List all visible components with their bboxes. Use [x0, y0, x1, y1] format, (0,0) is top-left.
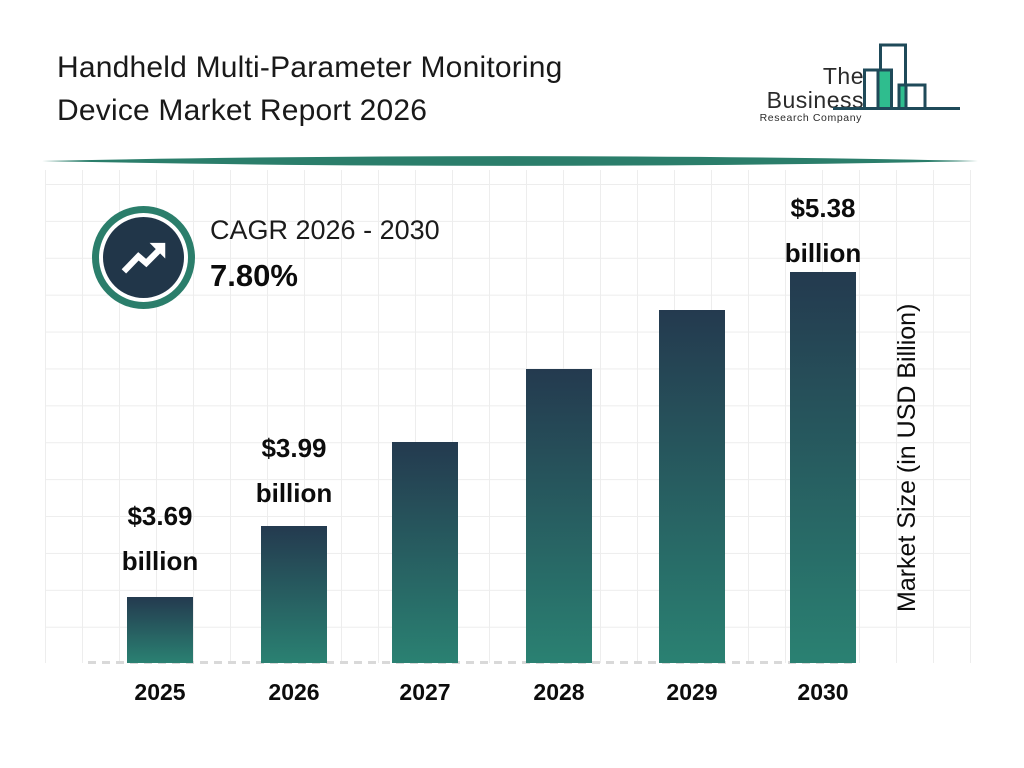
- bar-2025: [127, 597, 193, 663]
- logo-bars-icon: [833, 43, 960, 110]
- page-title-line1: Handheld Multi-Parameter Monitoring: [57, 51, 563, 84]
- cagr-badge-circle: [103, 217, 184, 298]
- x-tick-2026: 2026: [268, 679, 320, 705]
- bar-2026: [261, 526, 327, 663]
- value-unit: billion: [121, 546, 199, 576]
- cagr-badge: [92, 206, 195, 309]
- trending-up-icon: [121, 242, 165, 274]
- x-tick-2027: 2027: [399, 679, 451, 705]
- cagr-value: 7.80%: [210, 258, 298, 293]
- company-logo: The Business Research Company: [726, 64, 864, 124]
- page-title: Handheld Multi-Parameter Monitoring Devi…: [57, 46, 563, 132]
- cagr-period-label: CAGR 2026 - 2030: [210, 215, 440, 245]
- value-unit: billion: [784, 238, 862, 268]
- bar-2030: [790, 272, 856, 663]
- x-tick-2028: 2028: [533, 679, 585, 705]
- value-amount: $3.99: [261, 433, 327, 463]
- x-tick-2030: 2030: [797, 679, 849, 705]
- value-amount: $3.69: [127, 501, 193, 531]
- x-tick-2025: 2025: [134, 679, 186, 705]
- value-amount: $5.38: [790, 193, 856, 223]
- bar-value-label-2030: $5.38 billion: [738, 186, 908, 276]
- y-axis-label: Market Size (in USD Billion): [893, 303, 921, 613]
- bar-2029: [659, 310, 725, 663]
- page-title-line2: Device Market Report 2026: [57, 94, 428, 127]
- x-tick-2029: 2029: [666, 679, 718, 705]
- bar-value-label-2026: $3.99 billion: [209, 426, 379, 516]
- logo-subname: Research Company: [759, 112, 862, 124]
- chart-baseline: [88, 661, 858, 664]
- value-unit: billion: [255, 478, 333, 508]
- bar-2028: [526, 369, 592, 663]
- divider-line: [42, 156, 978, 166]
- bar-2027: [392, 442, 458, 663]
- bar-value-label-2025: $3.69 billion: [75, 494, 245, 584]
